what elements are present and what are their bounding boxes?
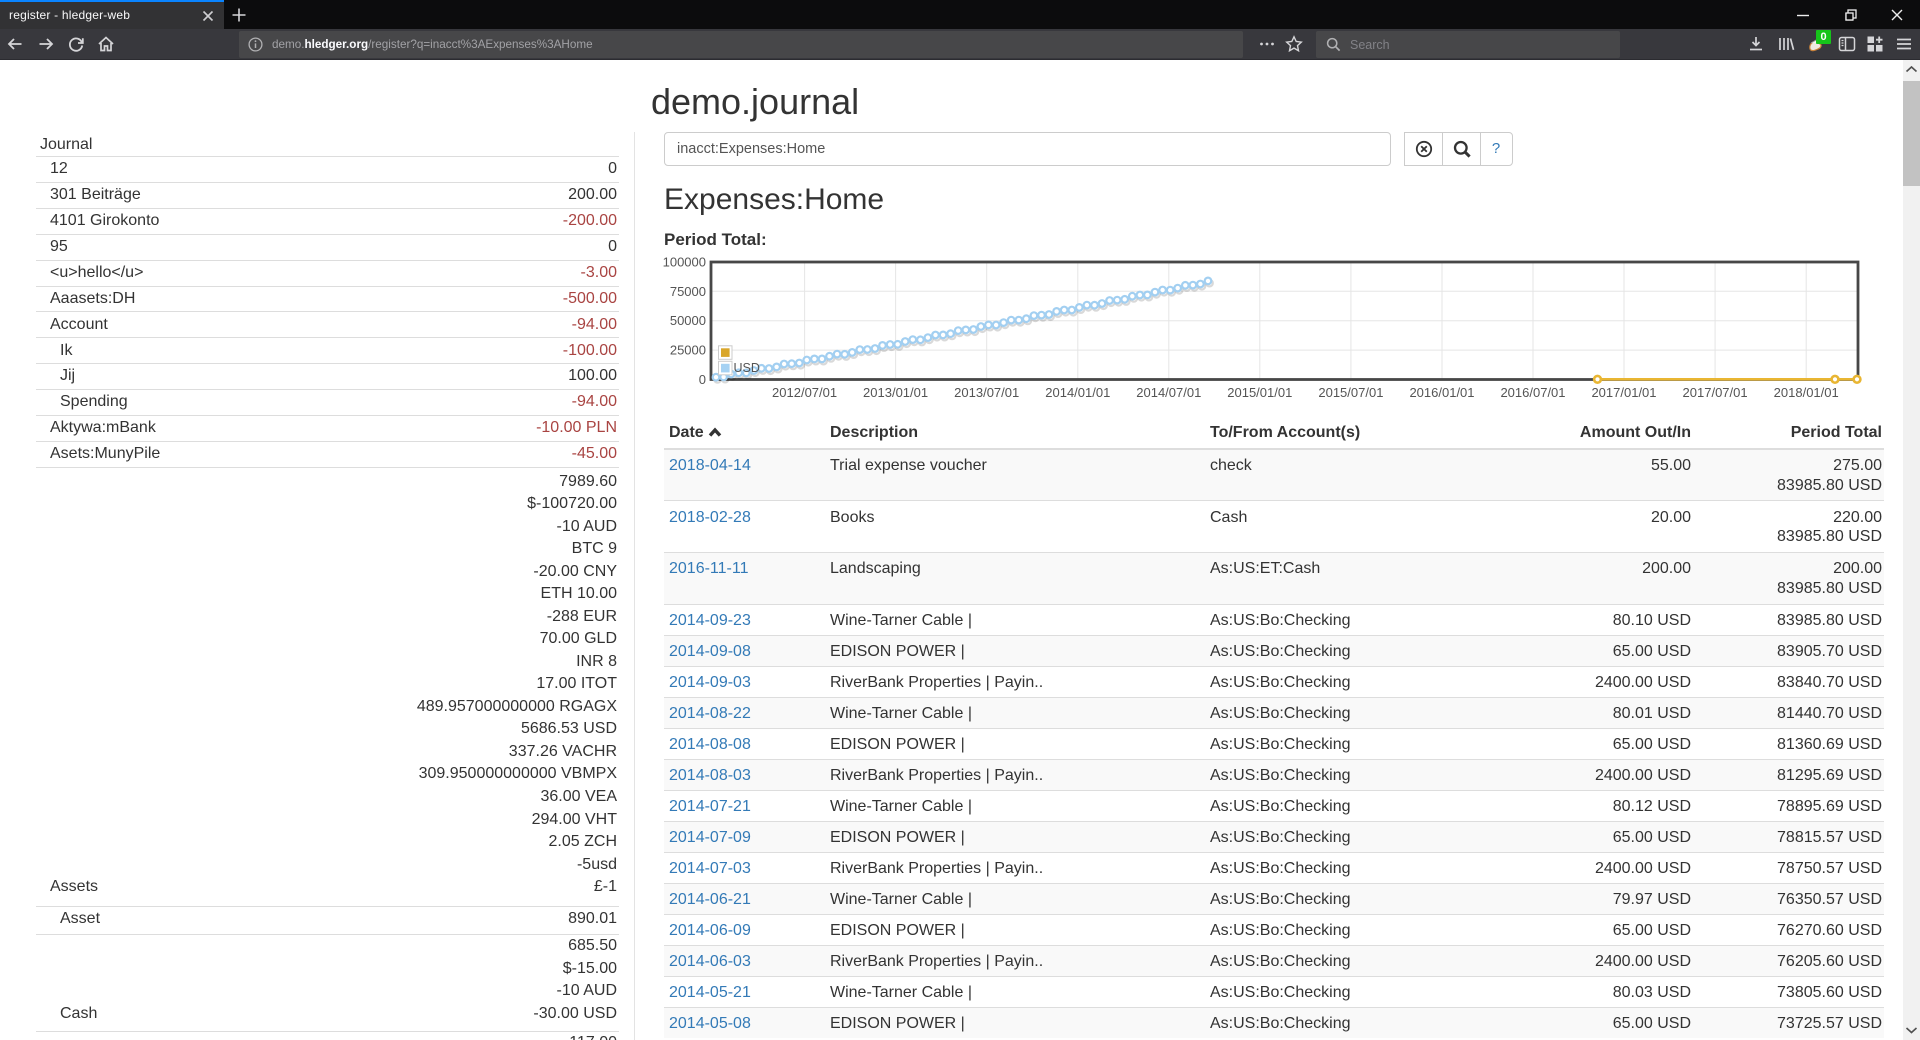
svg-text:2014/07/01: 2014/07/01 <box>1136 385 1201 400</box>
svg-text:0: 0 <box>699 372 706 387</box>
svg-text:75000: 75000 <box>670 284 706 299</box>
svg-text:2017/07/01: 2017/07/01 <box>1683 385 1748 400</box>
svg-text:2012/07/01: 2012/07/01 <box>772 385 837 400</box>
svg-text:50000: 50000 <box>670 313 706 328</box>
svg-text:2015/07/01: 2015/07/01 <box>1318 385 1383 400</box>
svg-text:25000: 25000 <box>670 343 706 358</box>
svg-text:2014/01/01: 2014/01/01 <box>1045 385 1110 400</box>
svg-text:2018/01/01: 2018/01/01 <box>1774 385 1839 400</box>
svg-text:2016/07/01: 2016/07/01 <box>1500 385 1565 400</box>
svg-text:2015/01/01: 2015/01/01 <box>1227 385 1292 400</box>
svg-text:USD: USD <box>734 361 760 375</box>
svg-text:100000: 100000 <box>663 254 706 269</box>
svg-text:2016/01/01: 2016/01/01 <box>1409 385 1474 400</box>
svg-text:2013/01/01: 2013/01/01 <box>863 385 928 400</box>
svg-text:2013/07/01: 2013/07/01 <box>954 385 1019 400</box>
svg-text:2017/01/01: 2017/01/01 <box>1591 385 1656 400</box>
